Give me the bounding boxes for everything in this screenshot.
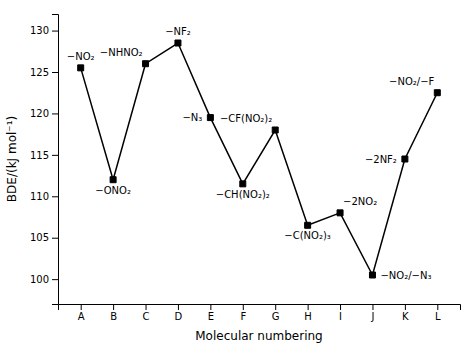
y-tick-label: 115 <box>30 150 49 161</box>
line <box>81 43 438 275</box>
x-tick-mark <box>113 304 114 310</box>
y-tick-mark <box>52 113 58 114</box>
x-tick-mark <box>275 304 276 310</box>
annotation: −C(NO₂)₃ <box>284 230 331 241</box>
annotation: −NF₂ <box>165 26 191 37</box>
x-tick: K <box>402 304 409 322</box>
x-tick-label: L <box>435 311 441 322</box>
x-axis-line <box>59 305 461 311</box>
x-tick-label: F <box>240 311 246 322</box>
x-tick: B <box>110 304 117 322</box>
x-tick: H <box>304 304 312 322</box>
marker <box>175 40 181 46</box>
x-tick-label: I <box>339 311 342 322</box>
x-tick: E <box>208 304 214 322</box>
y-tick-label: 125 <box>30 67 49 78</box>
x-tick: C <box>143 304 150 322</box>
y-tick: 120 <box>30 108 58 119</box>
y-tick: 115 <box>30 150 58 161</box>
x-tick-label: D <box>175 311 183 322</box>
y-tick-mark <box>52 196 58 197</box>
x-tick: A <box>78 304 85 322</box>
x-tick-mark <box>210 304 211 310</box>
series <box>78 40 441 278</box>
y-tick-label: 105 <box>30 232 49 243</box>
x-axis: A B C D E F G H I J K L <box>59 304 461 322</box>
x-tick: G <box>272 304 280 322</box>
x-tick: D <box>175 304 183 322</box>
x-tick-mark <box>81 304 82 310</box>
plot: A B C D E F G H I J K L 100 105 110 115 120 125 130 −NO₂ −NH… <box>30 15 461 323</box>
x-tick: L <box>435 304 441 322</box>
marker <box>110 177 116 183</box>
y-tick: 130 <box>30 25 58 36</box>
y-tick: 110 <box>30 191 58 202</box>
x-tick-mark <box>178 304 179 310</box>
x-tick-label: J <box>370 311 374 322</box>
annotation: −2NO₂ <box>343 196 377 207</box>
y-tick-label: 130 <box>30 25 49 36</box>
x-tick: J <box>370 304 374 322</box>
x-tick-label: B <box>110 311 117 322</box>
y-tick-mark <box>52 238 58 239</box>
x-tick-label: H <box>304 311 312 322</box>
x-tick: F <box>240 304 246 322</box>
marker <box>402 156 408 162</box>
x-tick-label: G <box>272 311 280 322</box>
chart: A B C D E F G H I J K L 100 105 110 115 120 125 130 −NO₂ −NH… <box>0 0 474 350</box>
marker <box>143 61 149 67</box>
marker <box>369 272 375 278</box>
y-tick-label: 100 <box>30 274 49 285</box>
x-tick-mark <box>405 304 406 310</box>
y-tick-mark <box>52 31 58 32</box>
y-tick-mark <box>52 279 58 280</box>
y-tick-mark <box>52 72 58 73</box>
marker <box>240 181 246 187</box>
y-tick: 105 <box>30 232 58 243</box>
annotation: −CH(NO₂)₂ <box>216 189 270 200</box>
annotations: −NO₂ −NHNO₂ −ONO₂ −NF₂ −N₃ −CH(NO₂)₂ −CF(NO₂)₂… <box>67 26 435 281</box>
annotation: −NHNO₂ <box>100 47 143 58</box>
x-axis-title: Molecular numbering <box>195 329 322 343</box>
annotation: −NO₂ <box>67 51 95 62</box>
marker <box>207 115 213 121</box>
y-tick-label: 120 <box>30 108 49 119</box>
annotation: −2NF₂ <box>365 154 397 165</box>
annotation: −NO₂/−F <box>389 76 434 87</box>
x-tick-mark <box>308 304 309 310</box>
x-tick-label: K <box>402 311 409 322</box>
x-tick-mark <box>340 304 341 310</box>
x-tick-label: A <box>78 311 85 322</box>
annotation: −NO₂/−N₃ <box>380 270 431 281</box>
x-tick-mark <box>437 304 438 310</box>
annotation: −CF(NO₂)₂ <box>220 113 272 124</box>
x-tick-label: E <box>208 311 214 322</box>
y-axis: 100 105 110 115 120 125 130 <box>30 15 59 305</box>
marker <box>305 222 311 228</box>
annotation: −ONO₂ <box>95 185 131 196</box>
y-axis-line <box>52 15 59 305</box>
x-tick-label: C <box>143 311 150 322</box>
x-tick-mark <box>243 304 244 310</box>
marker <box>272 127 278 133</box>
marker <box>434 90 440 96</box>
x-tick: I <box>339 304 342 322</box>
x-tick-mark <box>372 304 373 310</box>
annotation: −N₃ <box>182 112 202 123</box>
y-tick: 100 <box>30 274 58 285</box>
y-tick-mark <box>52 155 58 156</box>
y-tick: 125 <box>30 67 58 78</box>
marker <box>78 65 84 71</box>
x-tick-mark <box>146 304 147 310</box>
y-tick-label: 110 <box>30 191 49 202</box>
y-axis-title: BDE/(kJ mol⁻¹) <box>5 116 19 202</box>
marker <box>337 210 343 216</box>
